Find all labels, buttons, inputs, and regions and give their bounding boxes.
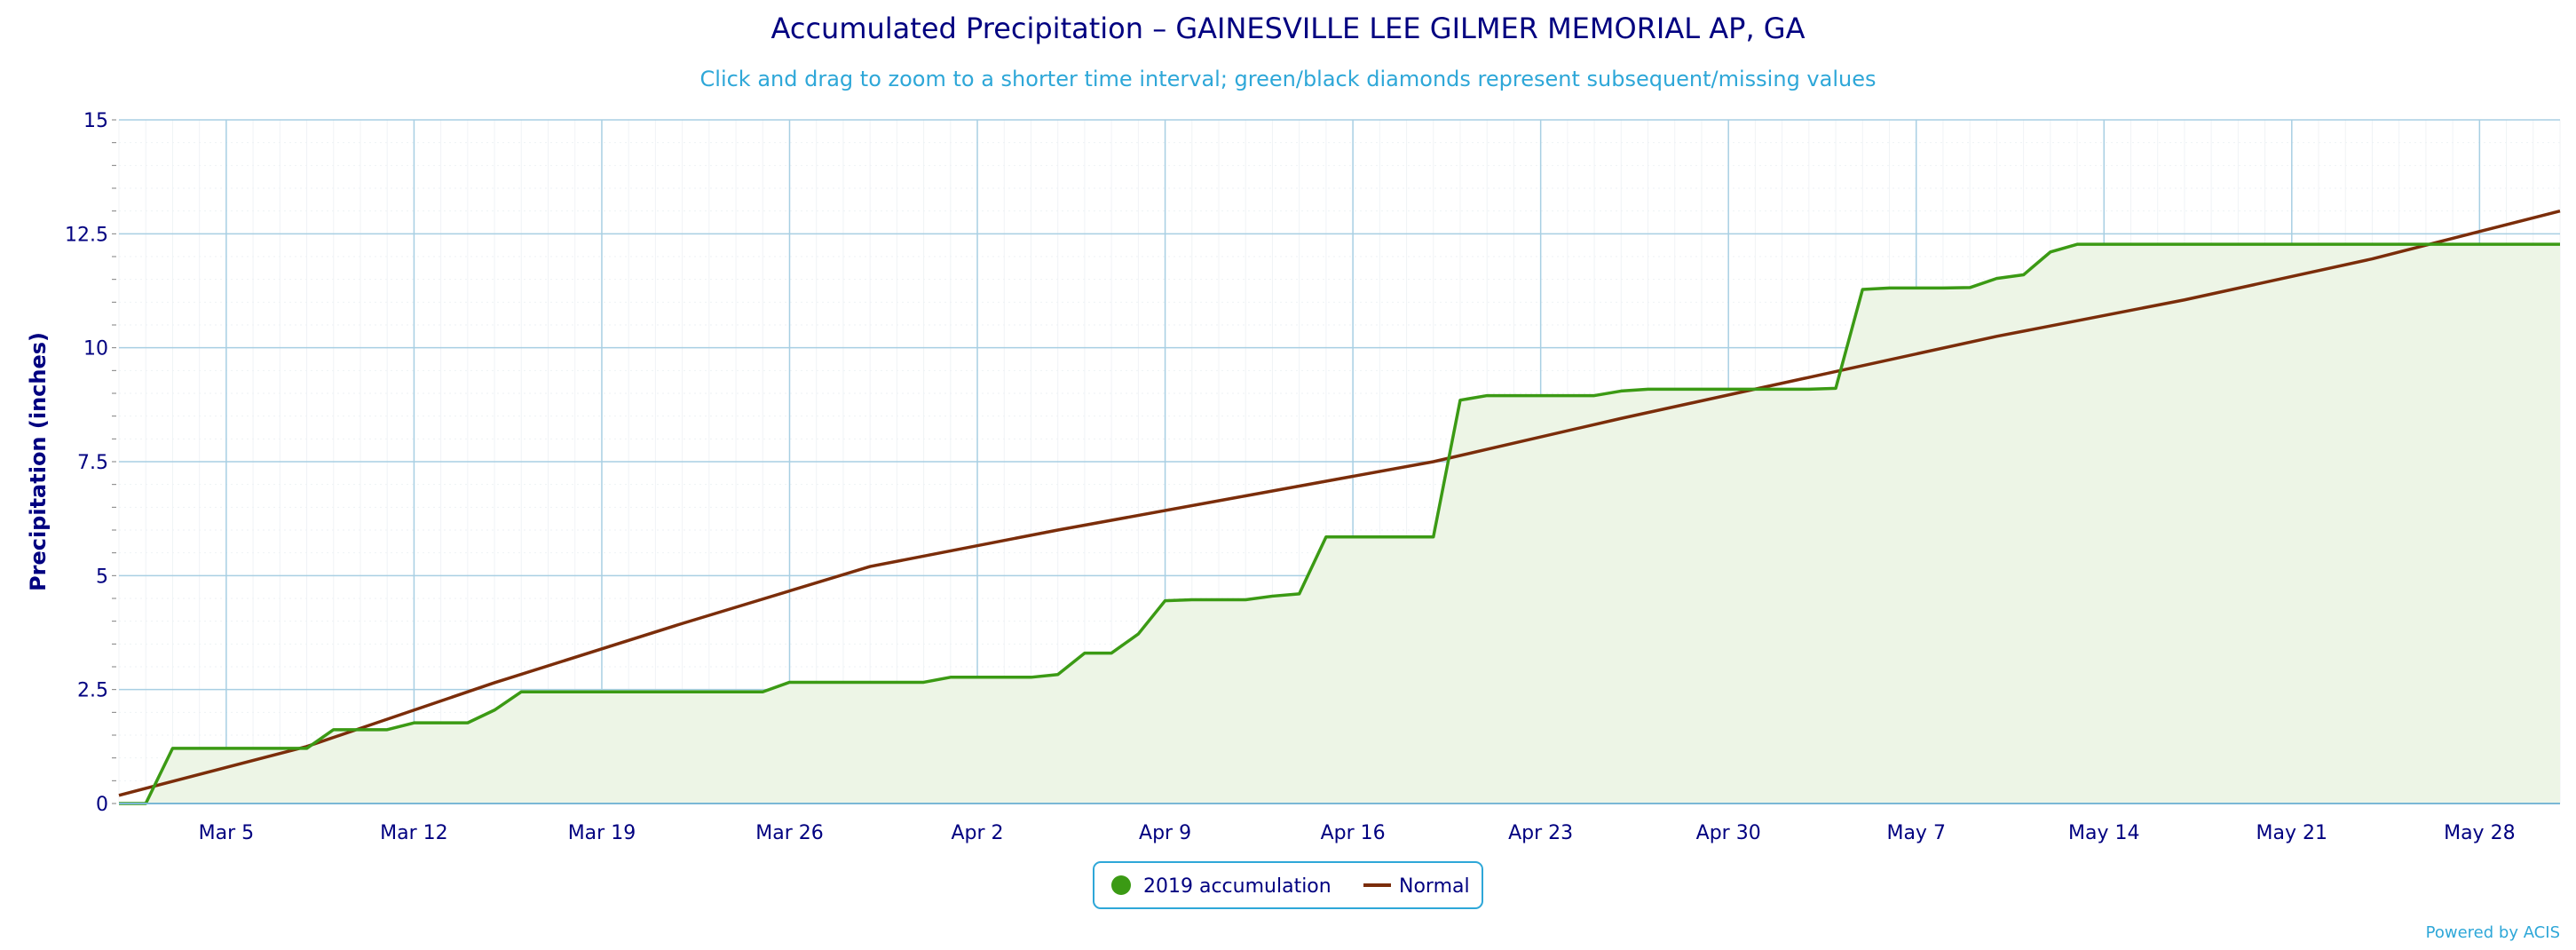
normal-series-line [118,209,2561,797]
x-axis-ticks: Mar 5 Mar 12 Mar 19 Mar 26 Apr 2 Apr 9 Apr 16 A… [199,822,2516,844]
legend-box [1093,861,1483,909]
y-tick-label: 10 [83,338,108,360]
y-tick-label: 2.5 [77,680,108,702]
x-tick-label: May 28 [2444,822,2515,844]
x-tick-label: Apr 2 [952,822,1004,844]
x-tick-label: Apr 16 [1321,822,1386,844]
legend-item-normal[interactable]: Normal [1363,875,1470,898]
y-tick-label: 15 [83,110,108,132]
x-tick-label: Mar 19 [568,822,636,844]
y-tick-label: 7.5 [77,452,108,474]
legend-normal-label: Normal [1399,875,1470,898]
y-axis-label: Precipitation (inches) [26,332,51,591]
chart-subtitle: Click and drag to zoom to a shorter time… [700,67,1877,91]
y-tick-label: 0 [96,794,108,816]
x-tick-label: Apr 30 [1696,822,1761,844]
chart-title: Accumulated Precipitation – GAINESVILLE … [771,12,1806,45]
legend-accumulation-label: 2019 accumulation [1143,875,1331,898]
legend-item-accumulation[interactable]: 2019 accumulation [1111,875,1331,898]
accumulation-series-line [119,242,2560,805]
accumulation-area-fill [119,244,2560,804]
series-layer [118,209,2561,805]
x-tick-label: Mar 26 [755,822,824,844]
x-tick-label: May 21 [2256,822,2327,844]
credits-link[interactable]: Powered by ACIS [2426,923,2560,942]
legend-accumulation-symbol [1111,875,1131,895]
legend[interactable]: 2019 accumulation Normal [1093,861,1483,909]
x-tick-label: Apr 23 [1508,822,1573,844]
x-tick-label: May 7 [1886,822,1945,844]
x-tick-label: Apr 9 [1139,822,1191,844]
y-axis-ticks: 0 2.5 5 7.5 10 12.5 15 [65,110,116,816]
x-tick-label: May 14 [2068,822,2139,844]
x-tick-label: Mar 12 [380,822,448,844]
x-tick-label: Mar 5 [199,822,255,844]
y-tick-label: 12.5 [65,224,108,246]
y-tick-label: 5 [96,566,108,588]
